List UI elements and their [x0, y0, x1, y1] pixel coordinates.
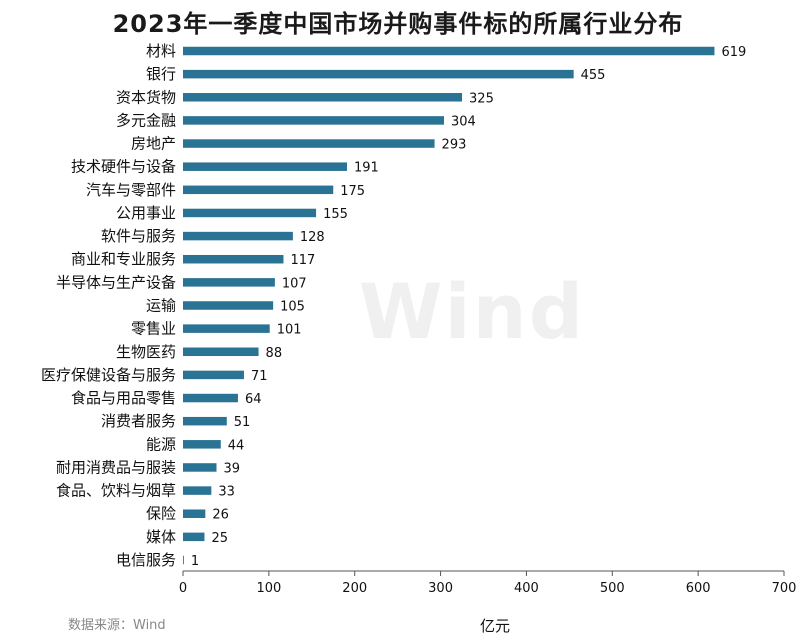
value-label: 175: [340, 184, 365, 199]
value-label: 1: [191, 554, 199, 569]
value-label: 33: [218, 485, 235, 500]
x-axis-title: 亿元: [480, 617, 510, 635]
category-label: 运输: [146, 297, 176, 315]
bar: [183, 162, 347, 171]
bar: [183, 185, 334, 195]
value-label: 117: [290, 253, 315, 268]
x-tick-label: 700: [772, 581, 796, 596]
value-label: 293: [442, 138, 467, 153]
value-label: 128: [300, 230, 325, 245]
bar: [183, 69, 574, 79]
bar: [183, 254, 284, 264]
category-label: 软件与服务: [101, 227, 176, 245]
category-label: 食品与用品零售: [71, 389, 176, 407]
wind-watermark: Wind: [359, 267, 585, 356]
bar: [183, 393, 238, 403]
value-label: 619: [721, 45, 746, 60]
value-label: 191: [354, 161, 379, 176]
category-label: 耐用消费品与服装: [56, 458, 176, 476]
value-label: 88: [266, 346, 283, 361]
category-label: 医疗保健设备与服务: [41, 366, 176, 384]
bar: [183, 93, 463, 102]
value-label: 44: [228, 438, 245, 453]
category-label: 电信服务: [116, 551, 176, 569]
category-label: 公用事业: [116, 204, 176, 222]
value-label: 155: [323, 207, 348, 222]
x-tick-label: 0: [179, 581, 187, 596]
x-tick-label: 600: [686, 581, 711, 596]
category-label: 资本货物: [116, 88, 176, 106]
bars-layer: [183, 46, 715, 565]
value-label: 101: [277, 323, 302, 338]
value-label: 107: [282, 276, 307, 291]
x-axis-ticks: 0 100 200 300 400 500 600 700: [179, 571, 796, 596]
bar: [183, 278, 275, 287]
x-tick-label: 500: [600, 581, 625, 596]
category-label: 消费者服务: [101, 412, 176, 430]
value-label: 71: [251, 369, 268, 384]
bar: [183, 463, 217, 472]
bar: [183, 486, 212, 495]
chart-title: 2023年一季度中国市场并购事件标的所属行业分布: [112, 10, 684, 38]
x-tick-label: 200: [342, 581, 367, 596]
category-label: 半导体与生产设备: [56, 273, 176, 291]
category-labels: 材料银行资本货物多元金融房地产技术硬件与设备汽车与零部件公用事业软件与服务商业和…: [41, 42, 176, 569]
value-label: 51: [234, 415, 251, 430]
value-label: 25: [211, 531, 228, 546]
value-label: 26: [212, 508, 229, 523]
value-label: 455: [581, 68, 606, 83]
category-label: 媒体: [146, 528, 176, 546]
x-tick-label: 400: [514, 581, 539, 596]
bar: [183, 231, 293, 241]
category-label: 零售业: [131, 320, 176, 338]
bar: [183, 324, 270, 333]
value-label: 105: [280, 300, 305, 315]
category-label: 食品、饮料与烟草: [56, 482, 176, 500]
category-label: 银行: [146, 65, 176, 83]
category-label: 技术硬件与设备: [71, 158, 176, 176]
bar: [183, 555, 184, 565]
bar: [183, 116, 445, 125]
category-label: 保险: [146, 505, 176, 523]
bar: [183, 208, 317, 218]
bar: [183, 416, 227, 426]
x-tick-label: 300: [428, 581, 453, 596]
bar: [183, 46, 715, 56]
bar: [183, 301, 274, 310]
bar: [183, 370, 244, 380]
value-label: 325: [469, 91, 494, 106]
value-label: 39: [223, 461, 240, 476]
x-tick-label: 100: [256, 581, 281, 596]
category-label: 材料: [146, 42, 176, 60]
bar: [183, 440, 221, 449]
category-label: 能源: [146, 435, 176, 453]
category-label: 商业和专业服务: [71, 250, 176, 268]
source-note: 数据来源：Wind: [68, 618, 166, 633]
category-label: 多元金融: [116, 111, 176, 129]
bar: [183, 509, 206, 518]
value-label: 304: [451, 114, 476, 129]
value-label: 64: [245, 392, 262, 407]
bar: [183, 139, 435, 148]
category-label: 生物医药: [116, 343, 176, 361]
bar: [183, 347, 259, 357]
category-label: 房地产: [131, 135, 176, 153]
category-label: 汽车与零部件: [86, 181, 176, 199]
bar: [183, 532, 205, 542]
value-labels: 619 455 325 304 293 191 175 155 128 117 107 105 101 8…: [191, 45, 746, 569]
